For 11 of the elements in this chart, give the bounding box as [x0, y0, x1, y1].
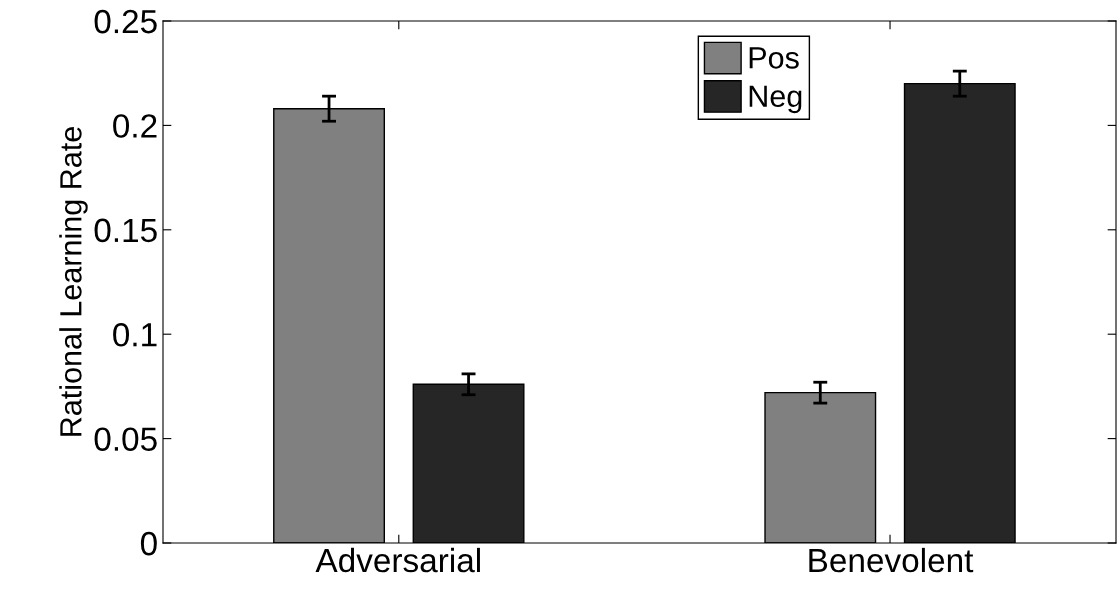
- x-tick-label: Adversarial: [315, 547, 480, 573]
- legend-label: Neg: [749, 85, 802, 114]
- legend-label: Pos: [749, 47, 799, 69]
- x-tick-label: Benevolent: [809, 547, 974, 573]
- y-tick-label: 0.1: [113, 323, 157, 347]
- y-tick-label: 0: [140, 531, 157, 556]
- y-tick-label: 0.15: [94, 218, 157, 243]
- y-axis-title: Rational Learning Rate: [59, 127, 88, 436]
- y-tick-label: 0.05: [94, 427, 157, 452]
- y-tick-label: 0.25: [94, 9, 157, 34]
- y-tick-label: 0.2: [113, 114, 157, 138]
